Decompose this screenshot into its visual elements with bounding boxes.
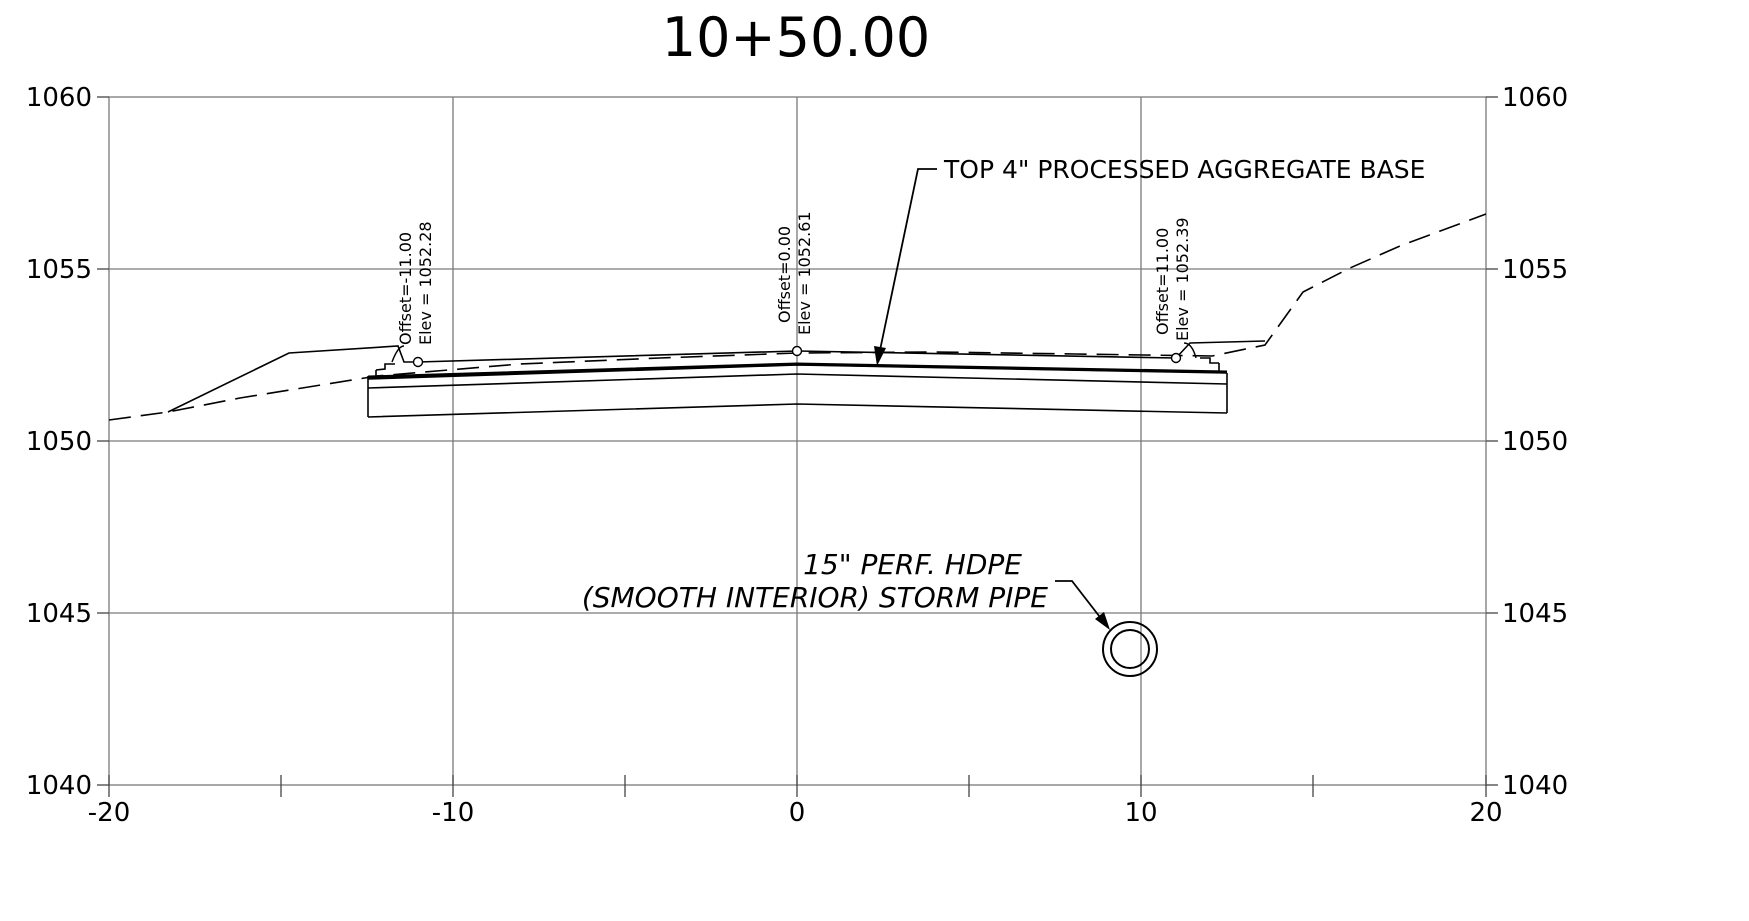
offset-point-left bbox=[412, 356, 424, 368]
pipe-callout-line1: 15" PERF. HDPE bbox=[803, 548, 1022, 581]
pipe-callout-arrowhead bbox=[1095, 612, 1110, 630]
curb-right-arc bbox=[1183, 342, 1197, 359]
y-tick-label-right: 1050 bbox=[1502, 427, 1568, 457]
y-tick-label-left: 1045 bbox=[26, 599, 92, 629]
offset-point-right bbox=[1170, 352, 1182, 364]
storm-pipe-outer bbox=[1102, 621, 1158, 677]
curb-step-left bbox=[375, 363, 395, 371]
elev-label-right: Elev = 1052.39 bbox=[1173, 217, 1192, 341]
y-tick-label-right: 1055 bbox=[1502, 255, 1568, 285]
y-tick-label-right: 1060 bbox=[1502, 83, 1568, 113]
storm-pipe-inner bbox=[1110, 629, 1150, 669]
pavement-layer-line bbox=[367, 373, 1228, 389]
x-tick-label: 20 bbox=[1469, 798, 1502, 828]
curb-left-arc bbox=[391, 345, 405, 363]
y-tick-label-left: 1050 bbox=[26, 427, 92, 457]
aggregate-base-top-line bbox=[367, 362, 1228, 379]
base-callout-arrowhead bbox=[874, 346, 886, 366]
offset-label-right: Offset=11.00 bbox=[1153, 228, 1172, 335]
y-tick-label-right: 1045 bbox=[1502, 599, 1568, 629]
pipe-callout-leader bbox=[1055, 580, 1104, 622]
y-tick-label-left: 1055 bbox=[26, 255, 92, 285]
x-tick-label: -10 bbox=[432, 798, 474, 828]
offset-points bbox=[412, 345, 1182, 368]
offset-label-center: Offset=0.00 bbox=[775, 226, 794, 323]
base-callout-text: TOP 4" PROCESSED AGGREGATE BASE bbox=[943, 155, 1425, 184]
y-tick-label-left: 1040 bbox=[26, 771, 92, 801]
x-tick-label: 10 bbox=[1124, 798, 1157, 828]
axis-ticks bbox=[97, 96, 1498, 797]
elev-label-left: Elev = 1052.28 bbox=[416, 221, 435, 345]
storm-pipe bbox=[1102, 621, 1158, 677]
subbase-bottom-line bbox=[367, 403, 1228, 418]
y-tick-label-right: 1040 bbox=[1502, 771, 1568, 801]
x-tick-label: -20 bbox=[88, 798, 130, 828]
existing-ground-line bbox=[108, 213, 1487, 421]
pipe-callout-line2: (SMOOTH INTERIOR) STORM PIPE bbox=[582, 581, 1048, 614]
x-tick-label: 0 bbox=[789, 798, 806, 828]
curb-step-right bbox=[1200, 357, 1219, 364]
offset-label-left: Offset=-11.00 bbox=[396, 232, 415, 345]
offset-point-center bbox=[791, 345, 803, 357]
elev-label-center: Elev = 1052.61 bbox=[795, 211, 814, 335]
y-tick-label-left: 1060 bbox=[26, 83, 92, 113]
base-callout-leader bbox=[878, 168, 937, 356]
station-title: 10+50.00 bbox=[662, 6, 931, 69]
grid bbox=[108, 96, 1487, 786]
